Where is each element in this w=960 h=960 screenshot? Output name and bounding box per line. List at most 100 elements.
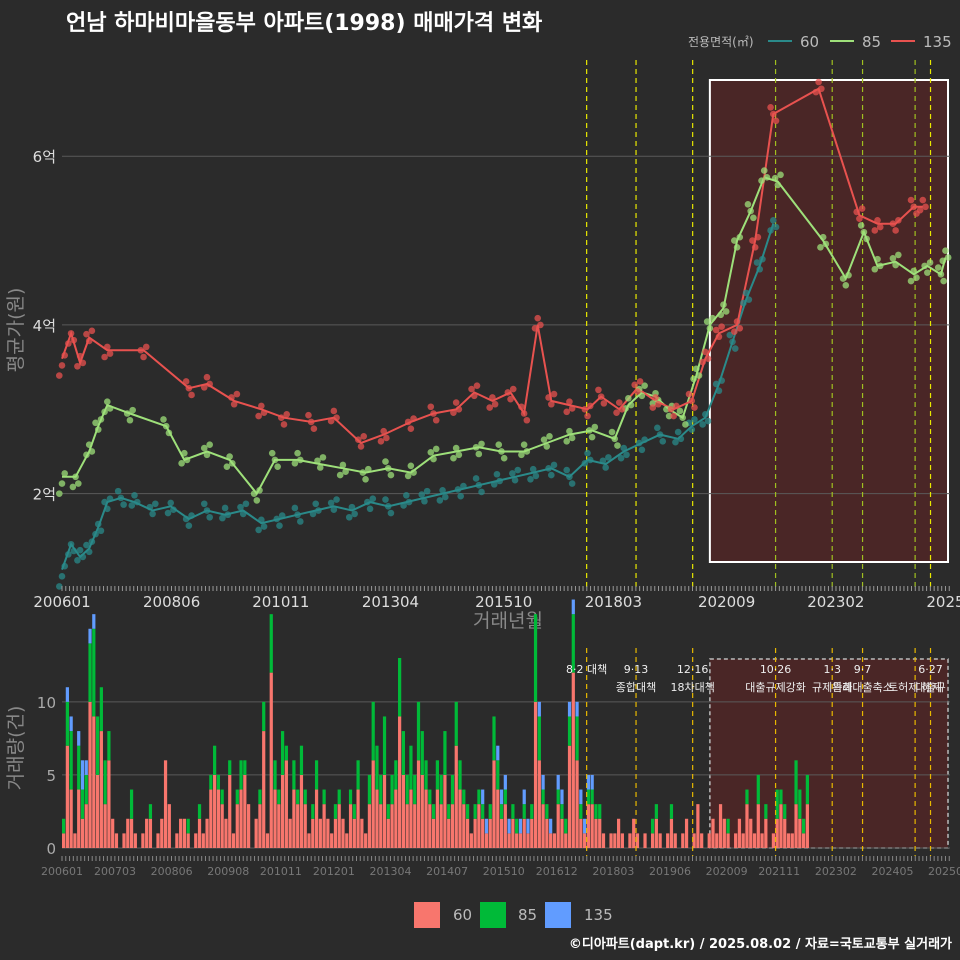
data-point-60 [688,426,696,433]
volume-bar-85 [579,804,583,819]
volume-bar-85 [783,804,787,819]
data-point-60 [76,546,84,554]
volume-bar-60 [511,818,515,848]
data-point-60 [255,526,262,534]
data-point-85 [736,233,744,241]
volume-bar-60 [439,804,443,848]
volume-bar-85 [95,716,100,775]
data-point-85 [588,433,596,441]
data-point-85 [498,448,505,455]
data-point-60 [729,338,736,346]
volume-bar-85 [503,789,507,805]
volume-bar-60 [567,745,572,848]
data-point-85 [566,427,573,435]
data-point-60 [550,461,558,469]
data-point-60 [206,513,213,521]
volume-bar-60 [620,833,624,848]
volume-bar-60 [333,818,338,848]
volume-bar-60 [126,818,130,848]
data-point-60 [602,464,609,471]
data-point-85 [472,443,480,451]
volume-bar-85 [462,789,466,805]
data-point-135 [876,223,884,231]
data-point-60 [348,503,356,511]
data-point-85 [126,416,134,424]
volume-bar-60 [167,804,171,848]
data-point-85 [563,438,571,445]
data-point-85 [359,469,367,476]
data-point-60 [677,435,685,443]
volume-bar-60 [669,818,674,848]
volume-bar-60 [122,833,126,848]
data-point-85 [706,325,714,332]
volume-bar-60 [205,818,209,848]
data-point-60 [106,495,114,503]
data-point-85 [362,476,369,483]
data-point-85 [860,228,868,236]
data-point-60 [511,476,519,484]
event-label: 8·2 대책 [566,663,607,676]
data-point-85 [427,449,435,456]
data-point-60 [490,481,498,488]
volume-bar-85 [669,804,674,819]
data-point-60 [101,498,108,506]
data-point-60 [88,538,96,546]
volume-bar-85 [367,774,372,805]
data-point-135 [430,410,437,417]
volume-bar-85 [586,789,591,805]
data-point-60 [623,451,630,459]
volume-bar-60 [360,818,364,848]
data-point-85 [777,171,784,179]
data-point-60 [188,512,195,519]
volume-bar-60 [575,760,579,848]
data-point-85 [641,382,648,389]
data-point-60 [294,511,301,519]
volume-bar-85 [379,774,383,805]
volume-bar-60 [458,789,462,848]
volume-bar-60 [790,833,794,848]
data-point-85 [523,448,531,455]
data-point-85 [937,271,945,278]
data-point-135 [76,352,84,360]
data-point-85 [758,177,765,184]
data-point-85 [863,235,870,243]
data-point-135 [283,411,291,418]
bar-legend-label-60: 60 [453,906,472,924]
data-point-60 [563,466,571,474]
volume-bar-85 [545,804,549,819]
data-point-135 [618,405,626,413]
data-point-60 [514,466,522,474]
volume-bar-60 [99,731,103,848]
data-point-135 [853,208,860,216]
bar-legend-swatch-135 [545,902,571,928]
event-label: 1·3 [823,663,841,676]
data-point-85 [733,244,741,251]
data-point-135 [586,402,594,410]
volume-bar-135 [541,774,545,790]
volume-x-tick-label: 200703 [94,865,136,878]
volume-bar-85 [243,760,247,775]
data-point-85 [676,407,684,415]
volume-bar-85 [443,731,447,775]
data-point-60 [659,438,667,445]
y-tick-label: 4억 [33,317,56,335]
data-point-60 [128,502,136,509]
volume-bar-60 [80,818,85,848]
data-point-135 [548,400,555,408]
data-point-135 [600,400,608,407]
data-point-85 [123,410,131,417]
data-point-135 [673,402,680,410]
data-point-60 [170,506,177,513]
data-point-135 [410,415,417,422]
volume-bar-60 [398,716,402,848]
volume-bar-60 [715,833,719,848]
data-point-135 [137,346,145,354]
volume-bar-85 [590,789,594,805]
volume-bar-135 [579,789,583,805]
volume-bar-60 [473,818,477,848]
volume-bar-135 [590,774,594,790]
volume-bar-85 [280,731,285,775]
data-point-60 [418,491,426,498]
data-point-85 [614,442,621,449]
data-point-60 [221,504,229,512]
